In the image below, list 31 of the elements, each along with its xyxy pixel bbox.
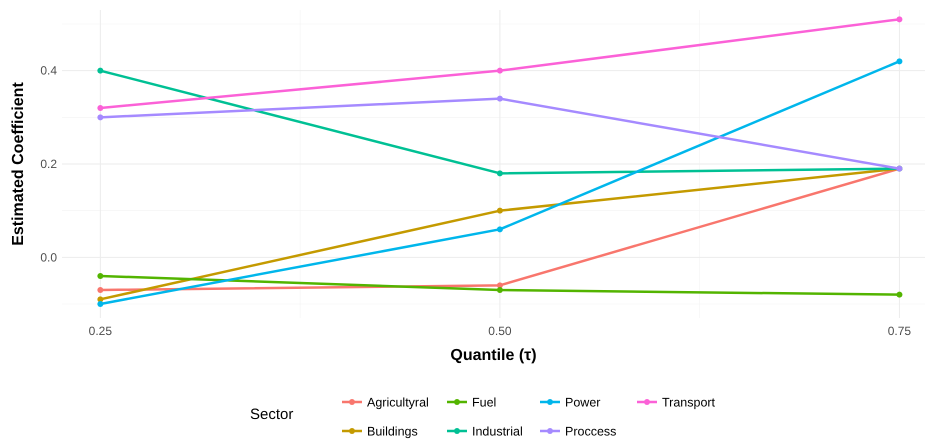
y-tick-label: 0.2 [40,157,58,171]
point [97,68,104,74]
x-tick-label: 0.75 [888,324,912,338]
x-tick-label: 0.50 [488,324,512,338]
point [97,287,104,293]
y-axis-title: Estimated Coefficient [10,82,27,246]
legend-label: Fuel [472,396,496,410]
point [896,292,902,298]
y-tick-label: 0.4 [40,64,58,78]
point [496,96,503,102]
legend-title: Sector [250,406,294,423]
point [496,208,503,214]
x-axis-title: Quantile (τ) [450,347,537,364]
point [496,68,503,74]
point [896,58,902,64]
legend-label: Agricultyral [367,396,429,410]
y-tick-label: 0.0 [40,250,58,264]
point [97,105,104,111]
point [97,114,104,120]
x-tick-label: 0.25 [88,324,112,338]
legend-label: Power [565,396,600,410]
legend-label: Industrial [472,424,523,438]
point [496,226,503,232]
point [97,273,104,279]
point [97,301,104,307]
point [496,287,503,293]
point [496,170,503,176]
point [896,16,902,22]
legend-label: Buildings [367,424,418,438]
legend-label: Transport [662,396,716,410]
legend-label: Proccess [565,424,616,438]
